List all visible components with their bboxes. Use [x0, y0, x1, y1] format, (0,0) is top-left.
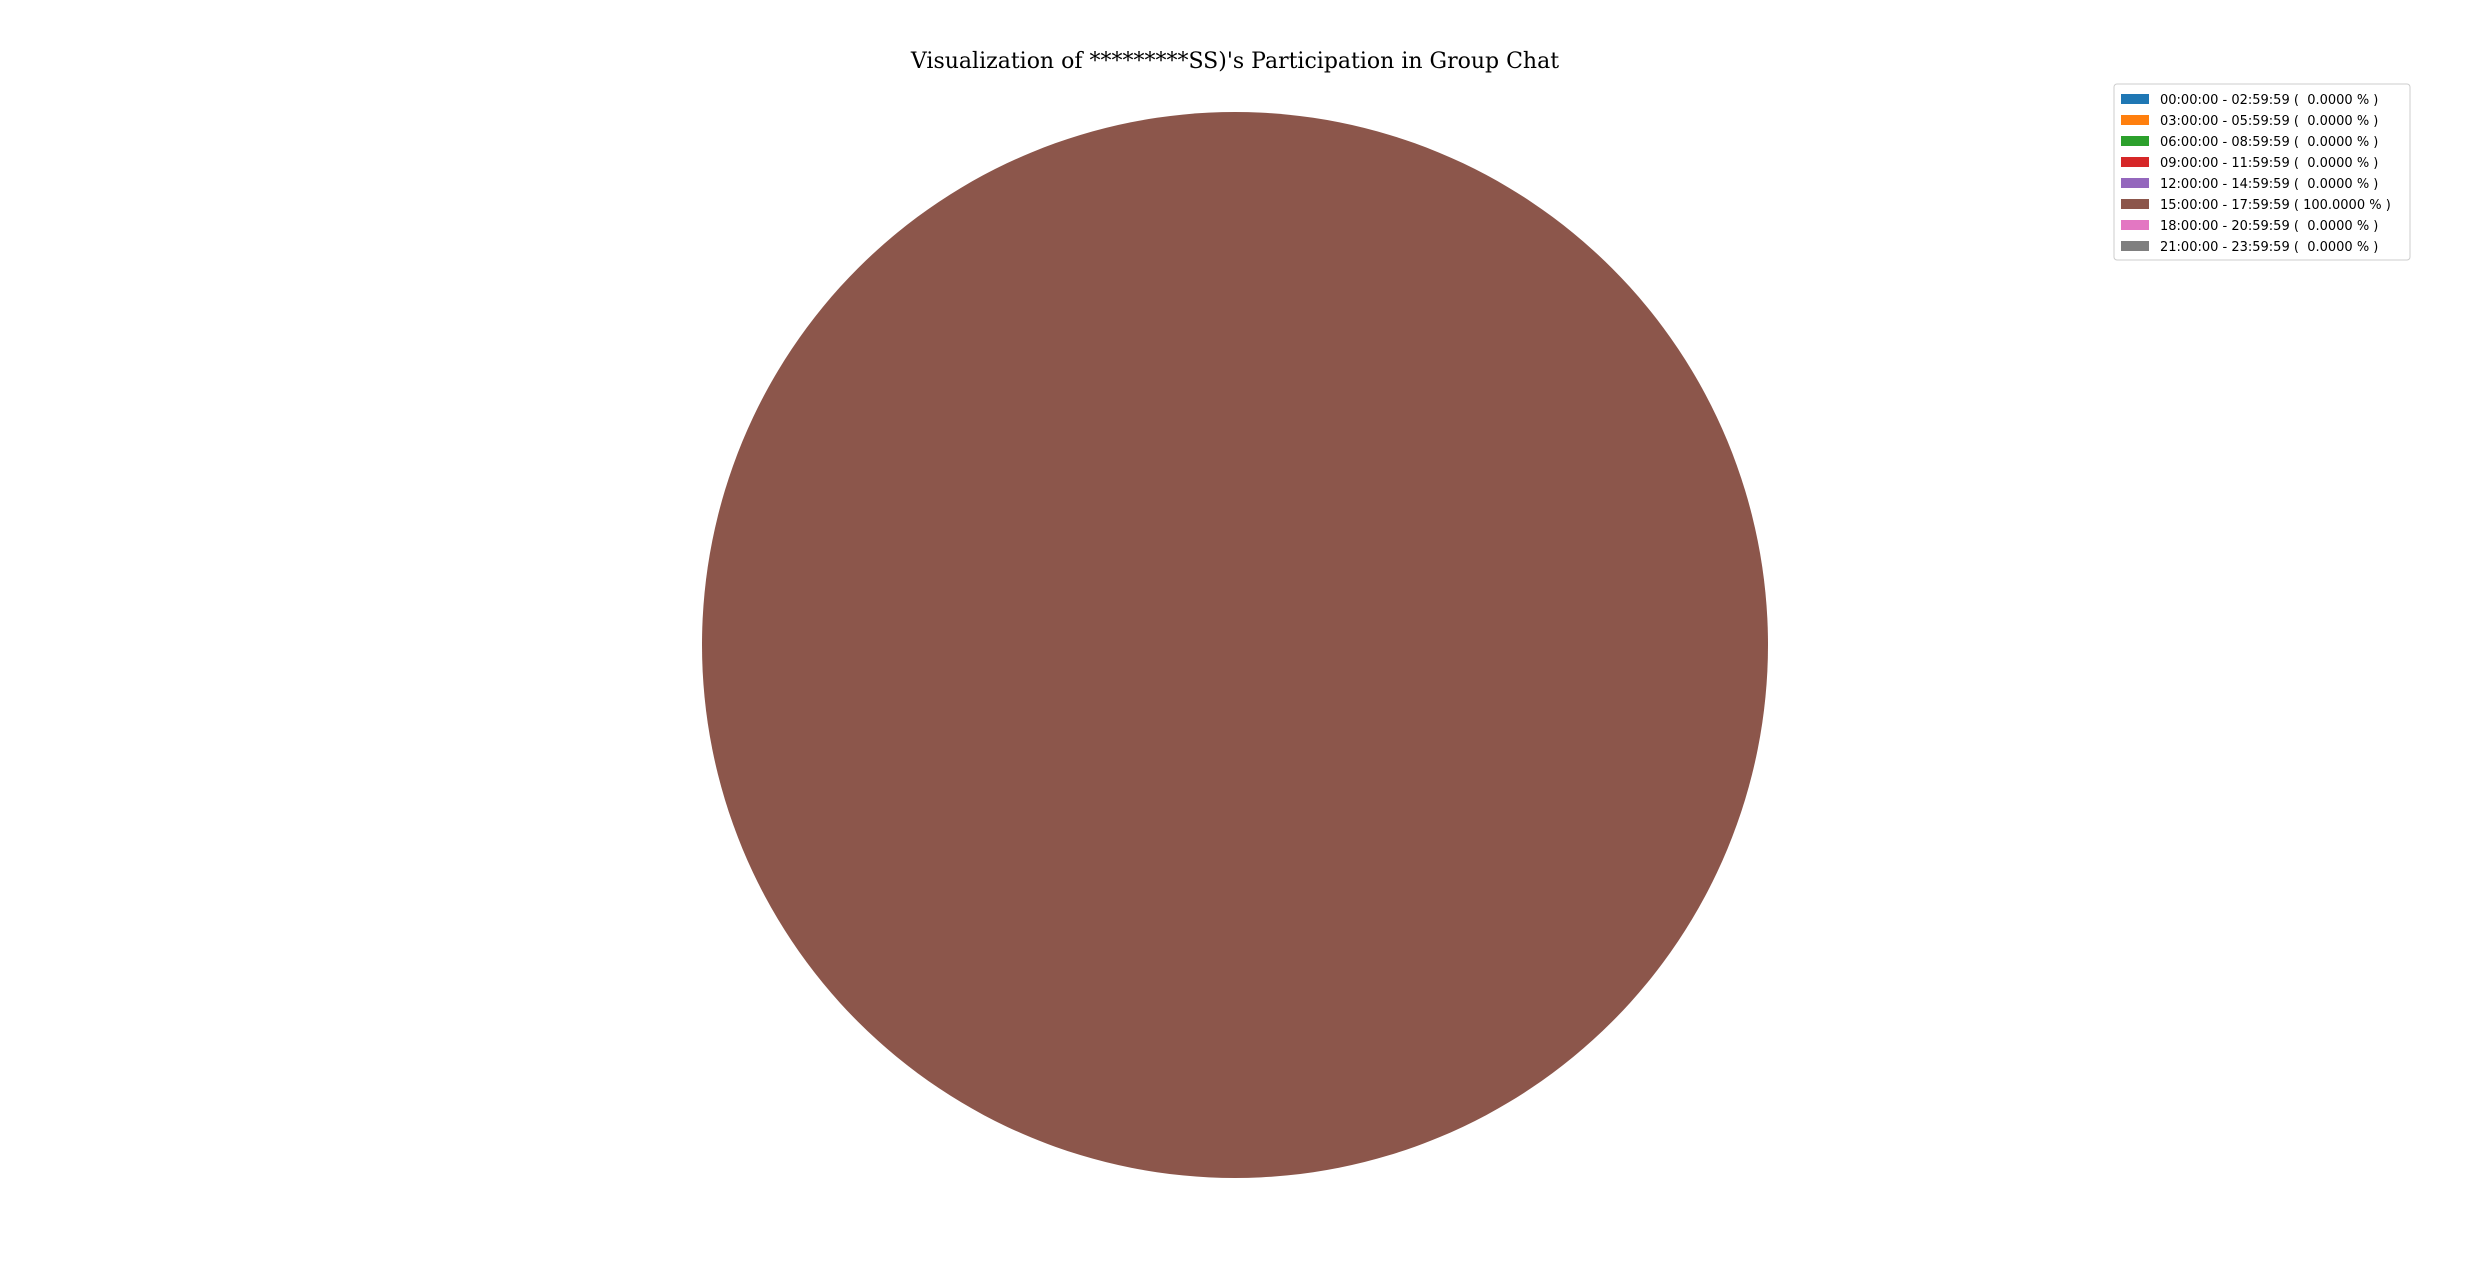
- legend-frame: [2113, 83, 2411, 261]
- legend-swatch-0: [2121, 94, 2149, 104]
- legend-swatch-1: [2121, 115, 2149, 125]
- legend-swatch-2: [2121, 136, 2149, 146]
- legend-label-5: 15:00:00 - 17:59:59 ( 100.0000 % ): [2160, 198, 2391, 213]
- legend-swatch-4: [2121, 178, 2149, 188]
- legend-label-1: 03:00:00 - 05:59:59 ( 0.0000 % ): [2160, 114, 2378, 129]
- chart-title: Visualization of *********SS)'s Particip…: [910, 49, 1559, 74]
- legend-label-2: 06:00:00 - 08:59:59 ( 0.0000 % ): [2160, 135, 2378, 150]
- legend: 00:00:00 - 02:59:59 ( 0.0000 % ) 03:00:00…: [2113, 83, 2411, 261]
- legend-label-6: 18:00:00 - 20:59:59 ( 0.0000 % ): [2160, 219, 2378, 234]
- legend-swatch-7: [2121, 241, 2149, 251]
- legend-label-7: 21:00:00 - 23:59:59 ( 0.0000 % ): [2160, 240, 2378, 255]
- legend-label-3: 09:00:00 - 11:59:59 ( 0.0000 % ): [2160, 156, 2378, 171]
- legend-label-0: 00:00:00 - 02:59:59 ( 0.0000 % ): [2160, 93, 2378, 108]
- legend-swatch-6: [2121, 220, 2149, 230]
- pie-slice-5: [702, 112, 1768, 1178]
- legend-label-4: 12:00:00 - 14:59:59 ( 0.0000 % ): [2160, 177, 2378, 192]
- legend-swatch-3: [2121, 157, 2149, 167]
- pie-slices: [702, 112, 1768, 1178]
- legend-swatch-5: [2121, 199, 2149, 209]
